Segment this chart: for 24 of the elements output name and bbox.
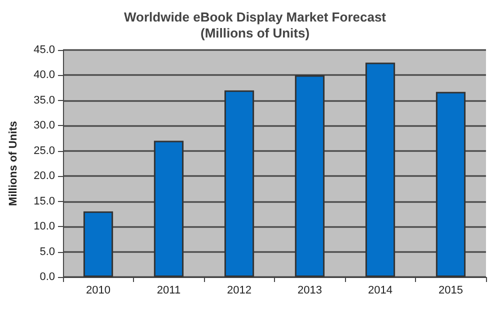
x-tick-label: 2012 bbox=[227, 284, 252, 296]
bar bbox=[436, 92, 466, 277]
bar bbox=[83, 211, 114, 277]
bar bbox=[154, 140, 184, 277]
x-tick-label: 2010 bbox=[86, 284, 110, 296]
y-tick-label: 40.0 bbox=[34, 69, 55, 82]
y-tick-label: 15.0 bbox=[34, 195, 55, 208]
y-tick-label: 20.0 bbox=[34, 170, 55, 182]
bar bbox=[365, 62, 396, 277]
x-tick-label: 2013 bbox=[298, 284, 322, 296]
bar bbox=[224, 90, 254, 277]
y-axis-title: Millions of Units bbox=[8, 121, 20, 206]
x-tick-label: 2015 bbox=[438, 284, 463, 296]
y-tick-label: 30.0 bbox=[34, 120, 55, 132]
y-tick-label: 35.0 bbox=[34, 94, 55, 106]
chart-title: Worldwide eBook Display Market Forecast (Millions of Units) bbox=[124, 10, 387, 40]
y-tick-label: 10.0 bbox=[34, 220, 55, 233]
y-tick-label: 5.0 bbox=[40, 246, 55, 258]
y-tick-label: 45.0 bbox=[34, 44, 55, 56]
x-tick-label: 2014 bbox=[368, 284, 392, 296]
y-tick-label: 0.0 bbox=[40, 271, 55, 283]
y-tick-label: 25.0 bbox=[34, 144, 55, 157]
x-tick-label: 2011 bbox=[156, 284, 181, 296]
bar bbox=[294, 75, 325, 277]
